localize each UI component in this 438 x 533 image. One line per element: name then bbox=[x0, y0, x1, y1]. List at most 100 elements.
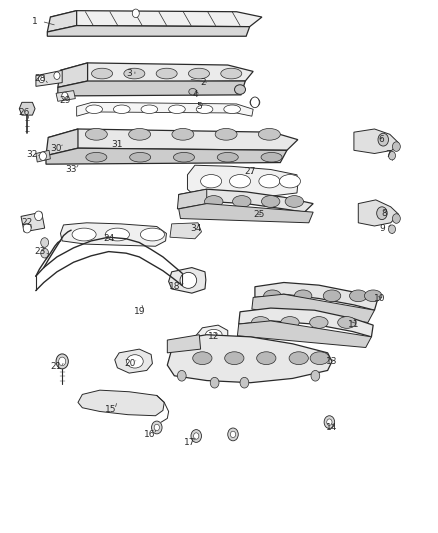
Text: 18: 18 bbox=[169, 282, 180, 291]
Text: 4: 4 bbox=[192, 91, 198, 99]
Circle shape bbox=[230, 431, 236, 438]
Ellipse shape bbox=[201, 174, 222, 188]
Text: 11: 11 bbox=[348, 320, 360, 328]
Ellipse shape bbox=[310, 352, 329, 365]
Circle shape bbox=[392, 214, 400, 223]
Ellipse shape bbox=[193, 352, 212, 365]
Circle shape bbox=[389, 151, 396, 160]
Circle shape bbox=[35, 211, 42, 221]
Polygon shape bbox=[354, 129, 399, 154]
Polygon shape bbox=[47, 26, 250, 36]
Circle shape bbox=[377, 207, 387, 220]
Circle shape bbox=[59, 357, 66, 366]
Ellipse shape bbox=[86, 105, 102, 114]
Polygon shape bbox=[170, 223, 201, 239]
Polygon shape bbox=[195, 325, 228, 344]
Text: 26: 26 bbox=[18, 109, 30, 117]
Ellipse shape bbox=[261, 152, 282, 162]
Text: 10: 10 bbox=[374, 294, 386, 303]
Ellipse shape bbox=[127, 355, 143, 368]
Polygon shape bbox=[36, 150, 50, 162]
Circle shape bbox=[392, 142, 400, 151]
Polygon shape bbox=[239, 308, 373, 337]
Polygon shape bbox=[167, 335, 332, 383]
Text: 1: 1 bbox=[32, 17, 38, 26]
Ellipse shape bbox=[310, 317, 328, 328]
Ellipse shape bbox=[230, 174, 251, 188]
Ellipse shape bbox=[338, 317, 356, 328]
Ellipse shape bbox=[364, 290, 382, 302]
Ellipse shape bbox=[205, 196, 223, 207]
Polygon shape bbox=[187, 165, 298, 198]
Text: 13: 13 bbox=[326, 357, 338, 366]
Polygon shape bbox=[179, 204, 313, 223]
Text: 17: 17 bbox=[184, 438, 195, 447]
Text: 6: 6 bbox=[378, 135, 384, 144]
Circle shape bbox=[62, 92, 68, 100]
Ellipse shape bbox=[130, 152, 151, 162]
Text: 8: 8 bbox=[381, 209, 388, 217]
Circle shape bbox=[39, 75, 45, 83]
Text: 19: 19 bbox=[134, 308, 146, 316]
Ellipse shape bbox=[323, 290, 341, 302]
Ellipse shape bbox=[86, 152, 107, 162]
Polygon shape bbox=[36, 70, 62, 86]
Ellipse shape bbox=[294, 290, 312, 302]
Text: 22: 22 bbox=[21, 219, 33, 227]
Ellipse shape bbox=[172, 128, 194, 140]
Ellipse shape bbox=[257, 352, 276, 365]
Text: 3: 3 bbox=[126, 69, 132, 78]
Ellipse shape bbox=[279, 174, 300, 188]
Polygon shape bbox=[167, 335, 201, 353]
Text: 9: 9 bbox=[379, 224, 385, 232]
Ellipse shape bbox=[250, 98, 260, 107]
Circle shape bbox=[251, 97, 259, 108]
Ellipse shape bbox=[285, 196, 304, 207]
Circle shape bbox=[54, 72, 60, 79]
Ellipse shape bbox=[180, 272, 197, 288]
Ellipse shape bbox=[289, 352, 308, 365]
Ellipse shape bbox=[264, 290, 281, 302]
Ellipse shape bbox=[173, 152, 194, 162]
Polygon shape bbox=[252, 294, 374, 322]
Polygon shape bbox=[60, 63, 253, 83]
Polygon shape bbox=[255, 282, 378, 310]
Ellipse shape bbox=[129, 128, 151, 140]
Circle shape bbox=[41, 248, 49, 258]
Ellipse shape bbox=[205, 329, 222, 340]
Ellipse shape bbox=[259, 174, 280, 188]
Text: 12: 12 bbox=[208, 333, 219, 341]
Text: 2: 2 bbox=[201, 78, 206, 87]
Text: 30: 30 bbox=[50, 144, 62, 152]
Circle shape bbox=[154, 424, 159, 431]
Ellipse shape bbox=[113, 105, 130, 114]
Circle shape bbox=[41, 238, 49, 247]
Circle shape bbox=[210, 377, 219, 388]
Ellipse shape bbox=[188, 68, 209, 79]
Polygon shape bbox=[115, 349, 152, 373]
Polygon shape bbox=[358, 200, 399, 226]
Ellipse shape bbox=[215, 128, 237, 140]
Text: 25: 25 bbox=[254, 210, 265, 219]
Circle shape bbox=[132, 9, 139, 18]
Circle shape bbox=[23, 223, 31, 233]
Text: 21: 21 bbox=[50, 362, 62, 371]
Ellipse shape bbox=[281, 317, 299, 328]
Ellipse shape bbox=[217, 152, 238, 162]
Text: 23: 23 bbox=[35, 247, 46, 256]
Text: 15: 15 bbox=[105, 405, 116, 414]
Ellipse shape bbox=[189, 88, 197, 95]
Ellipse shape bbox=[225, 352, 244, 365]
Ellipse shape bbox=[156, 68, 177, 79]
Polygon shape bbox=[46, 148, 287, 164]
Ellipse shape bbox=[141, 105, 158, 114]
Polygon shape bbox=[60, 223, 166, 246]
Text: 32: 32 bbox=[26, 150, 37, 159]
Ellipse shape bbox=[235, 85, 245, 94]
Circle shape bbox=[152, 421, 162, 434]
Ellipse shape bbox=[105, 228, 130, 241]
Text: 24: 24 bbox=[103, 235, 114, 243]
Circle shape bbox=[177, 370, 186, 381]
Circle shape bbox=[378, 133, 389, 146]
Polygon shape bbox=[50, 11, 262, 27]
